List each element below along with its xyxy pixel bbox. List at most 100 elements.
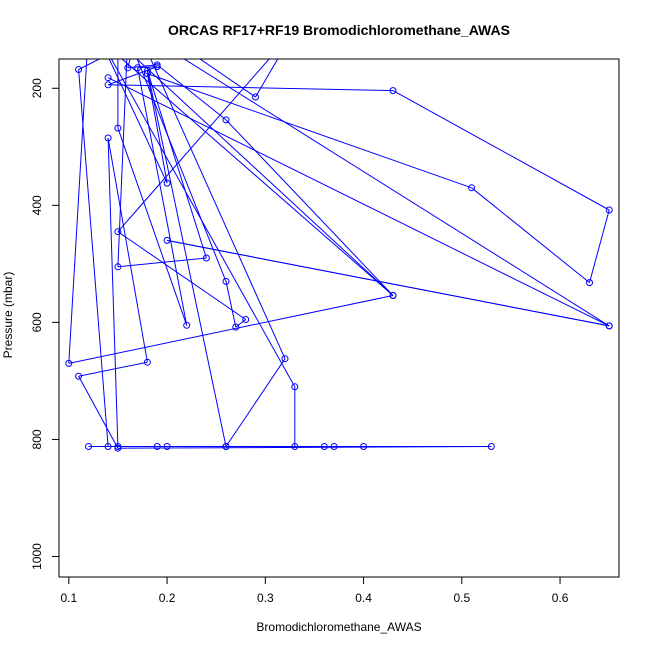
series-segment (78, 375, 119, 449)
series-segment (225, 119, 394, 296)
y-tick-label: 1000 (30, 543, 44, 570)
series-segment (225, 358, 286, 447)
x-tick-label: 0.4 (355, 591, 372, 605)
data-point (125, 33, 131, 39)
series-segment (589, 209, 610, 283)
data-point (104, 134, 112, 142)
series-segment (150, 59, 286, 359)
data-point (153, 63, 161, 71)
series-segment (183, 59, 610, 327)
x-tick-label: 0.1 (60, 591, 77, 605)
series-segment (136, 59, 394, 296)
y-tick-label: 400 (30, 195, 44, 215)
series-segment (108, 84, 394, 92)
series-segment (117, 59, 128, 267)
series-segment (107, 77, 610, 327)
y-axis-label: Pressure (mbar) (1, 272, 15, 359)
data-point (104, 74, 112, 82)
data-point (85, 443, 92, 450)
data-point (143, 70, 151, 78)
data-point (153, 443, 161, 450)
y-tick-label: 800 (30, 429, 44, 449)
series-segment (167, 239, 610, 327)
data-point (66, 27, 72, 33)
data-point (114, 228, 122, 236)
data-point (183, 321, 191, 329)
x-axis: 0.1 0.2 0.3 0.4 0.5 0.6 (60, 576, 569, 605)
series-segment (78, 69, 109, 447)
series-segment (137, 67, 188, 326)
x-axis-label: Bromodichloromethane_AWAS (256, 620, 421, 634)
data-point (154, 27, 160, 33)
data-point (135, 27, 141, 33)
data-point (104, 81, 112, 89)
data-point (320, 443, 328, 450)
data-point (222, 116, 230, 124)
data-point (163, 443, 171, 450)
data-point (134, 64, 142, 72)
series-segment (117, 59, 270, 233)
data-point (586, 279, 593, 287)
series-layer (65, 27, 613, 452)
x-tick-label: 0.3 (257, 591, 274, 605)
y-tick-label: 600 (30, 312, 44, 332)
series-segment (78, 59, 101, 70)
data-point (252, 93, 259, 101)
data-point (114, 263, 122, 271)
data-point (330, 443, 338, 450)
data-point (143, 358, 151, 366)
data-point (135, 27, 141, 33)
data-point (605, 322, 613, 330)
data-point (222, 443, 230, 450)
data-point (163, 236, 171, 244)
plot-frame (58, 58, 620, 578)
data-point (114, 124, 122, 132)
series-segment (68, 59, 88, 364)
data-point (75, 372, 83, 380)
series-segment (121, 59, 394, 296)
data-point (242, 316, 250, 323)
data-point (468, 184, 476, 192)
data-point (605, 206, 613, 214)
data-point (202, 254, 210, 262)
data-point (95, 33, 101, 39)
data-point (163, 179, 171, 187)
data-point (114, 444, 122, 452)
series-segment (108, 59, 168, 184)
series-segment (225, 281, 237, 328)
data-point (222, 277, 230, 285)
series-segment (110, 59, 296, 388)
x-tick-label: 0.5 (453, 591, 470, 605)
series-segment (255, 59, 279, 98)
data-point (86, 27, 92, 33)
data-point (389, 87, 397, 95)
series-segment (199, 59, 256, 98)
series-segment (127, 64, 158, 69)
series-segment (136, 59, 227, 282)
series-segment (156, 64, 227, 121)
series-segment (392, 90, 610, 211)
chart-title: ORCAS RF17+RF19 Bromodichloromethane_AWA… (168, 22, 510, 38)
series-segment (107, 137, 119, 447)
data-point (143, 67, 151, 75)
data-point (291, 443, 299, 450)
series-segment (147, 73, 472, 189)
series-segment (471, 187, 590, 283)
x-tick-label: 0.6 (552, 591, 569, 605)
data-point (389, 292, 397, 299)
data-point (115, 38, 121, 44)
series-segment (78, 361, 148, 377)
series-segment (146, 70, 227, 447)
y-tick-label: 200 (30, 78, 44, 98)
data-point (487, 443, 495, 450)
series-segment (68, 295, 394, 364)
series-segment (117, 231, 246, 320)
series-segment (107, 137, 148, 363)
data-point (75, 66, 83, 73)
data-point (124, 64, 132, 72)
data-point (232, 323, 240, 331)
y-axis: 200 400 600 800 1000 (30, 78, 60, 570)
data-point (104, 443, 112, 450)
data-point (65, 359, 73, 367)
